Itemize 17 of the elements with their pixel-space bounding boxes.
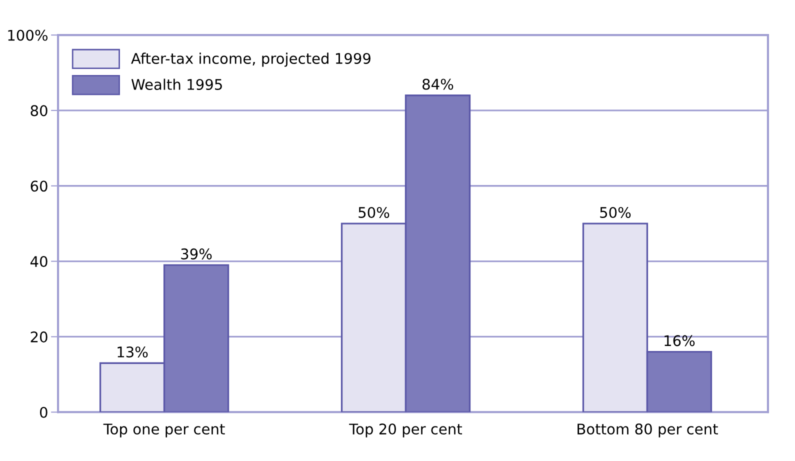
x-tick-label: Top 20 per cent <box>349 424 462 438</box>
data-label: 16% <box>664 335 695 346</box>
legend-label: Wealth 1995 <box>131 78 222 90</box>
x-tick-label: Bottom 80 per cent <box>578 424 718 438</box>
legend-label: After-tax income, projected 1999 <box>131 52 370 67</box>
x-tick-label: Top one per cent <box>103 424 225 438</box>
data-label: 13% <box>118 346 148 358</box>
data-label: 50% <box>600 206 631 218</box>
y-tick-label: 20 <box>30 331 48 342</box>
y-tick-label: 100% <box>8 30 48 41</box>
y-tick-label: 0 <box>40 406 48 418</box>
data-label: 84% <box>422 78 454 90</box>
data-label: 50% <box>358 206 390 218</box>
y-tick-label: 80 <box>30 105 48 116</box>
y-tick-label: 60 <box>30 180 48 192</box>
data-label: 39% <box>181 248 212 260</box>
y-tick-label: 40 <box>30 256 48 268</box>
